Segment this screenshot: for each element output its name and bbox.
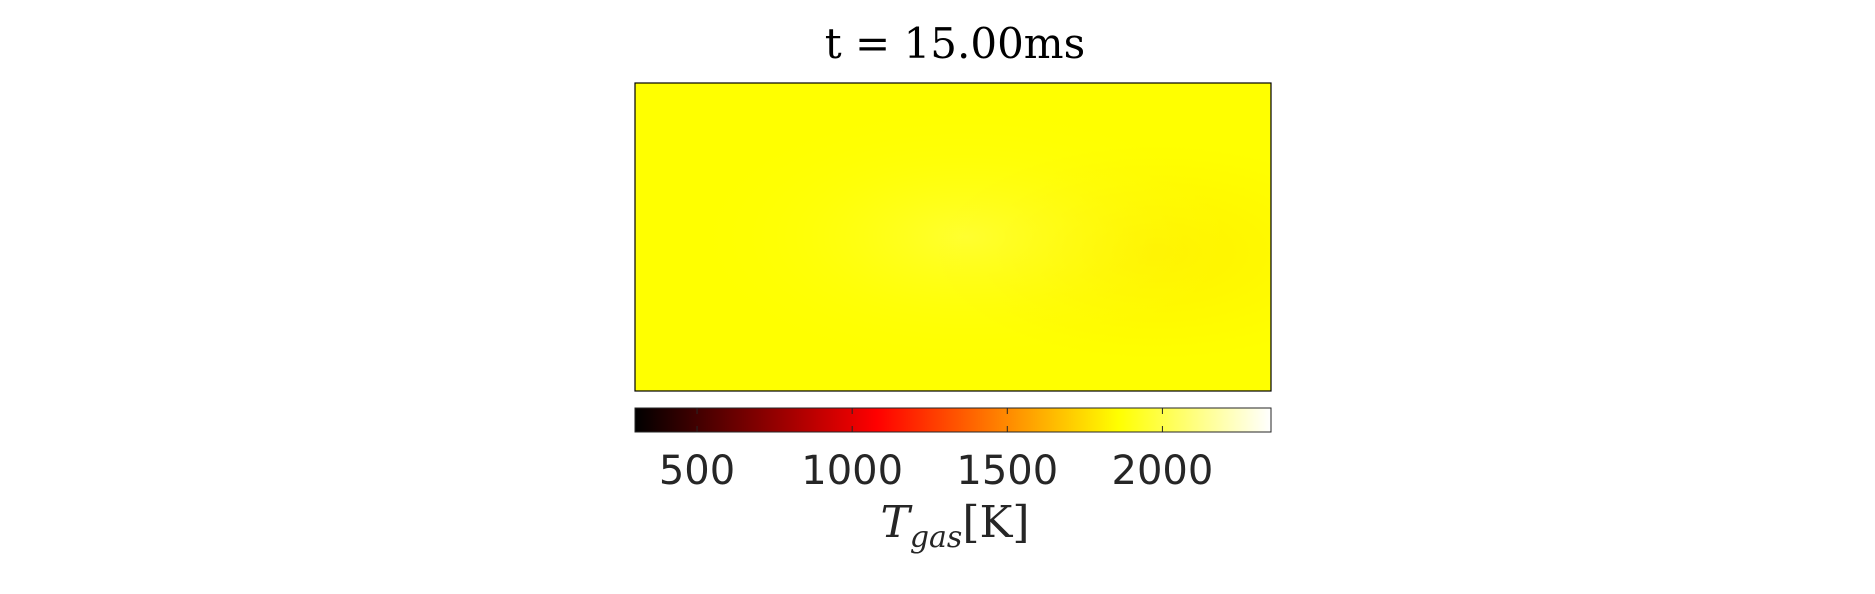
colorbar-label-main: T xyxy=(880,497,913,548)
colorbar-tick-label: 500 xyxy=(659,448,735,494)
colorbar-tick-label: 2000 xyxy=(1112,448,1214,494)
field-hot-spot xyxy=(635,83,1271,391)
colorbar-tick-label: 1000 xyxy=(801,448,903,494)
colorbar: 500 1000 1500 2000 xyxy=(634,407,1272,494)
colorbar-frame xyxy=(634,407,1272,433)
heatmap-field xyxy=(634,82,1272,392)
colorbar-label-unit: [K] xyxy=(962,497,1029,548)
plot-frame xyxy=(634,82,1272,392)
colorbar-gradient xyxy=(635,408,1271,432)
colorbar-label: Tgas[K] xyxy=(880,497,1029,555)
colorbar-tick-labels: 500 1000 1500 2000 xyxy=(659,448,1213,494)
chart-title: t = 15.00ms xyxy=(825,19,1085,68)
colorbar-ticks xyxy=(696,408,1163,432)
colorbar-tick-label: 1500 xyxy=(956,448,1058,494)
colorbar-label-sub: gas xyxy=(910,520,963,555)
